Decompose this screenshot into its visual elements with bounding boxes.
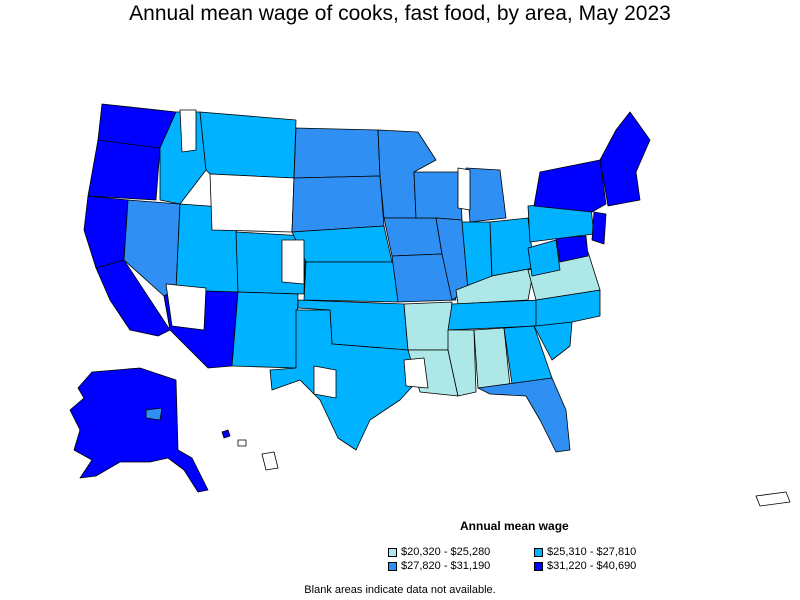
region-nodata-nevada[interactable] [165,283,207,331]
region-michigan[interactable] [465,167,507,223]
region-ohio[interactable] [489,217,535,277]
legend-swatch-tier2 [534,547,543,557]
region-alaska[interactable] [69,367,209,493]
legend-swatch-tier3 [388,561,397,571]
region-north-dakota[interactable] [293,127,381,179]
region-hawaii[interactable] [221,429,231,439]
region-alaska-south[interactable] [145,407,163,421]
legend-title: Annual mean wage [460,519,569,533]
legend-swatch-tier4 [534,561,543,571]
region-kentucky[interactable] [455,267,535,305]
region-nodata-colorado[interactable] [281,239,305,285]
region-hawaii-3[interactable] [237,439,247,447]
legend-label-tier3: $27,820 - $31,190 [401,560,491,572]
region-california-north[interactable] [83,195,129,269]
legend-item-tier3: $27,820 - $31,190 [388,560,490,572]
region-alabama[interactable] [473,327,511,389]
region-west-virginia[interactable] [527,239,561,277]
region-wisconsin[interactable] [413,171,463,221]
region-florida[interactable] [477,377,571,453]
region-nodata-louisiana[interactable] [403,357,429,389]
footnote: Blank areas indicate data not available. [304,584,496,596]
legend-swatch-tier1 [388,547,397,557]
legend-label-tier4: $31,220 - $40,690 [547,560,637,572]
legend-item-tier2: $25,310 - $27,810 [534,546,636,558]
region-maryland[interactable] [555,235,589,263]
legend-item-tier4: $31,220 - $40,690 [534,560,636,572]
region-kansas[interactable] [303,261,399,303]
region-hawaii-2[interactable] [261,451,279,471]
legend-label-tier2: $25,310 - $27,810 [547,546,637,558]
region-south-dakota[interactable] [291,175,385,233]
region-montana[interactable] [199,111,297,179]
region-puerto-rico[interactable] [755,491,791,507]
region-nebraska[interactable] [291,225,393,263]
legend-item-tier1: $20,320 - $25,280 [388,546,490,558]
region-nodata-west-texas[interactable] [313,365,337,399]
region-new-england[interactable] [599,111,651,207]
region-missouri[interactable] [391,253,457,303]
region-arkansas[interactable] [403,301,453,351]
map-title: Annual mean wage of cooks, fast food, by… [129,2,671,25]
legend-label-tier1: $20,320 - $25,280 [401,546,491,558]
region-new-york[interactable] [533,159,607,213]
region-nodata-idaho[interactable] [179,109,197,153]
region-tennessee[interactable] [447,299,541,331]
region-nodata-michigan[interactable] [457,167,471,211]
region-new-mexico[interactable] [231,291,299,369]
region-texas[interactable] [269,309,421,451]
region-oregon[interactable] [87,139,161,201]
region-mississippi[interactable] [447,329,477,397]
region-wyoming[interactable] [209,173,295,233]
region-new-jersey[interactable] [591,211,607,245]
region-iowa[interactable] [383,217,443,257]
